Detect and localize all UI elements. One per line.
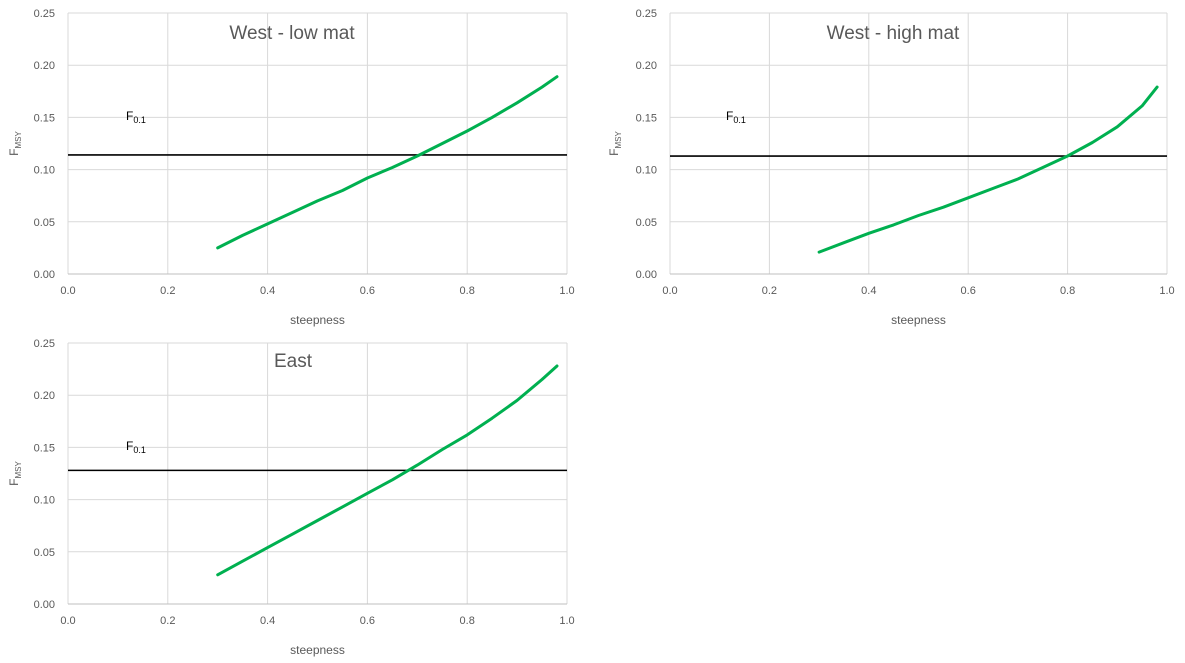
x-tick-label: 0.4 (260, 285, 275, 297)
chart-title: West - low mat (229, 23, 355, 44)
x-tick-label: 0.4 (260, 615, 275, 627)
chart-1: 0.0 0.2 0.4 0.6 0.8 1.0 0.00 0.05 0.10 0.15 0.20 0.… (7, 8, 575, 327)
y-tick-label: 0.25 (34, 8, 55, 20)
y-tick-label: 0.05 (34, 547, 55, 559)
x-tick-label: 0.0 (60, 285, 75, 297)
y-tick-label: 0.00 (34, 599, 55, 611)
x-tick-label: 0.2 (160, 615, 175, 627)
chart-2: 0.0 0.2 0.4 0.6 0.8 1.0 0.00 0.05 0.10 0.15 0.20 0.… (607, 8, 1175, 327)
y-tick-label: 0.15 (34, 112, 55, 124)
y-tick-label: 0.25 (636, 8, 657, 20)
y-tick-label: 0.00 (636, 269, 657, 281)
x-tick-label: 0.8 (460, 615, 475, 627)
x-tick-label: 0.6 (360, 285, 375, 297)
reference-label: F0.1 (126, 439, 146, 455)
x-tick-label: 0.6 (961, 285, 976, 297)
y-axis-label: FMSY (607, 131, 623, 156)
y-tick-label: 0.20 (34, 390, 55, 402)
x-tick-label: 1.0 (559, 285, 574, 297)
y-tick-label: 0.20 (636, 60, 657, 72)
x-tick-label: 0.2 (762, 285, 777, 297)
x-axis-label: steepness (290, 313, 345, 327)
y-axis-label: FMSY (7, 461, 23, 486)
y-tick-label: 0.15 (34, 442, 55, 454)
x-axis-label: steepness (290, 643, 345, 657)
x-tick-label: 0.4 (861, 285, 876, 297)
series-line (216, 364, 559, 577)
y-tick-label: 0.10 (34, 165, 55, 177)
series-line (817, 85, 1159, 254)
series-line (216, 75, 559, 250)
y-axis-label: FMSY (7, 131, 23, 156)
y-tick-label: 0.05 (34, 217, 55, 229)
x-tick-label: 0.8 (460, 285, 475, 297)
x-tick-label: 0.0 (60, 615, 75, 627)
chart-3: 0.0 0.2 0.4 0.6 0.8 1.0 0.00 0.05 0.10 0.15 0.20 0.… (7, 338, 575, 657)
y-tick-label: 0.20 (34, 60, 55, 72)
y-tick-label: 0.05 (636, 217, 657, 229)
chart-title: East (274, 351, 313, 372)
y-tick-label: 0.15 (636, 112, 657, 124)
reference-label: F0.1 (726, 109, 746, 125)
x-tick-label: 0.0 (662, 285, 677, 297)
x-tick-label: 0.2 (160, 285, 175, 297)
x-tick-label: 1.0 (559, 615, 574, 627)
y-tick-label: 0.10 (636, 165, 657, 177)
reference-label: F0.1 (126, 109, 146, 125)
x-tick-label: 0.6 (360, 615, 375, 627)
chart-title: West - high mat (827, 23, 960, 44)
y-tick-label: 0.10 (34, 495, 55, 507)
y-tick-label: 0.00 (34, 269, 55, 281)
x-tick-label: 0.8 (1060, 285, 1075, 297)
x-tick-label: 1.0 (1159, 285, 1174, 297)
y-tick-label: 0.25 (34, 338, 55, 350)
x-axis-label: steepness (891, 313, 946, 327)
